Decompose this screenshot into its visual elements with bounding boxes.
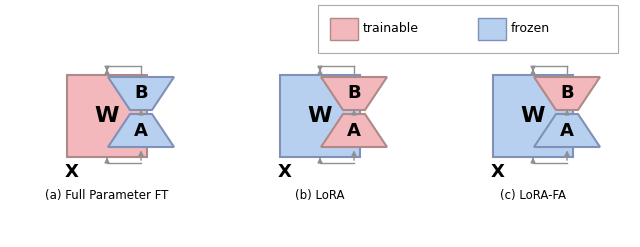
Bar <box>67 75 147 157</box>
Text: (a) Full Parameter FT: (a) Full Parameter FT <box>45 189 169 202</box>
Bar <box>493 75 573 157</box>
Text: trainable: trainable <box>363 22 419 36</box>
Text: A: A <box>134 122 148 140</box>
Bar <box>280 75 360 157</box>
Polygon shape <box>321 77 387 110</box>
Polygon shape <box>534 114 600 147</box>
Bar <box>330 18 358 40</box>
Text: B: B <box>134 84 148 103</box>
Text: W: W <box>521 106 545 126</box>
Text: X: X <box>65 163 79 181</box>
Text: W: W <box>95 106 119 126</box>
Text: B: B <box>347 84 361 103</box>
Polygon shape <box>534 77 600 110</box>
Bar <box>478 18 506 40</box>
Text: A: A <box>347 122 361 140</box>
Polygon shape <box>108 114 174 147</box>
Text: W: W <box>308 106 332 126</box>
Text: A: A <box>560 122 574 140</box>
Text: frozen: frozen <box>511 22 550 36</box>
Text: (b) LoRA: (b) LoRA <box>295 189 345 202</box>
Bar <box>318 5 618 53</box>
Text: B: B <box>560 84 574 103</box>
Text: (c) LoRA-FA: (c) LoRA-FA <box>500 189 566 202</box>
Text: X: X <box>278 163 292 181</box>
Text: X: X <box>491 163 505 181</box>
Polygon shape <box>108 77 174 110</box>
Polygon shape <box>321 114 387 147</box>
